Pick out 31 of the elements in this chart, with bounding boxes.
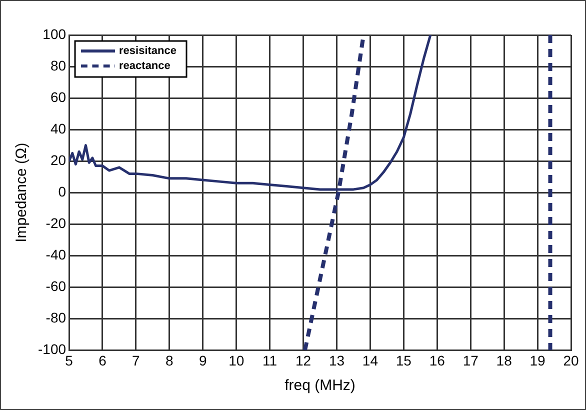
x-tick-label: 11 (262, 352, 278, 368)
x-tick-label: 16 (429, 352, 446, 368)
y-tick-label: -80 (46, 310, 66, 326)
y-tick-label: 40 (50, 120, 66, 136)
y-tick-label: 0 (58, 183, 66, 200)
x-tick-label: 5 (65, 352, 74, 368)
x-tick-label: 12 (295, 352, 312, 368)
y-tick-label: 20 (50, 152, 66, 168)
x-tick-label: 13 (328, 352, 345, 368)
y-tick-label: -100 (38, 341, 66, 358)
x-axis-title: freq (MHz) (284, 377, 356, 394)
x-tick-label: 18 (496, 352, 512, 368)
x-tick-label: 8 (166, 352, 174, 368)
y-tick-label: -40 (46, 246, 66, 262)
y-tick-label: -60 (46, 278, 66, 294)
x-tick-label: 19 (530, 352, 546, 368)
y-axis-title: Impedance (Ω) (13, 142, 30, 242)
x-tick-label: 7 (132, 352, 140, 368)
x-tick-label: 15 (396, 352, 412, 368)
y-tick-label: 100 (42, 26, 66, 42)
y-tick-label: 60 (50, 88, 66, 105)
x-tick-label: 10 (228, 352, 244, 368)
legend-label: reactance (119, 60, 170, 72)
x-tick-label: 17 (462, 352, 479, 368)
x-tick-label: 9 (198, 352, 207, 368)
y-tick-label: -20 (46, 214, 66, 231)
y-tick-label: 80 (50, 57, 66, 74)
x-tick-label: 6 (98, 352, 107, 368)
x-tick-label: 20 (563, 352, 579, 368)
x-tick-label: 14 (362, 352, 378, 368)
legend-label: resisitance (119, 45, 177, 58)
